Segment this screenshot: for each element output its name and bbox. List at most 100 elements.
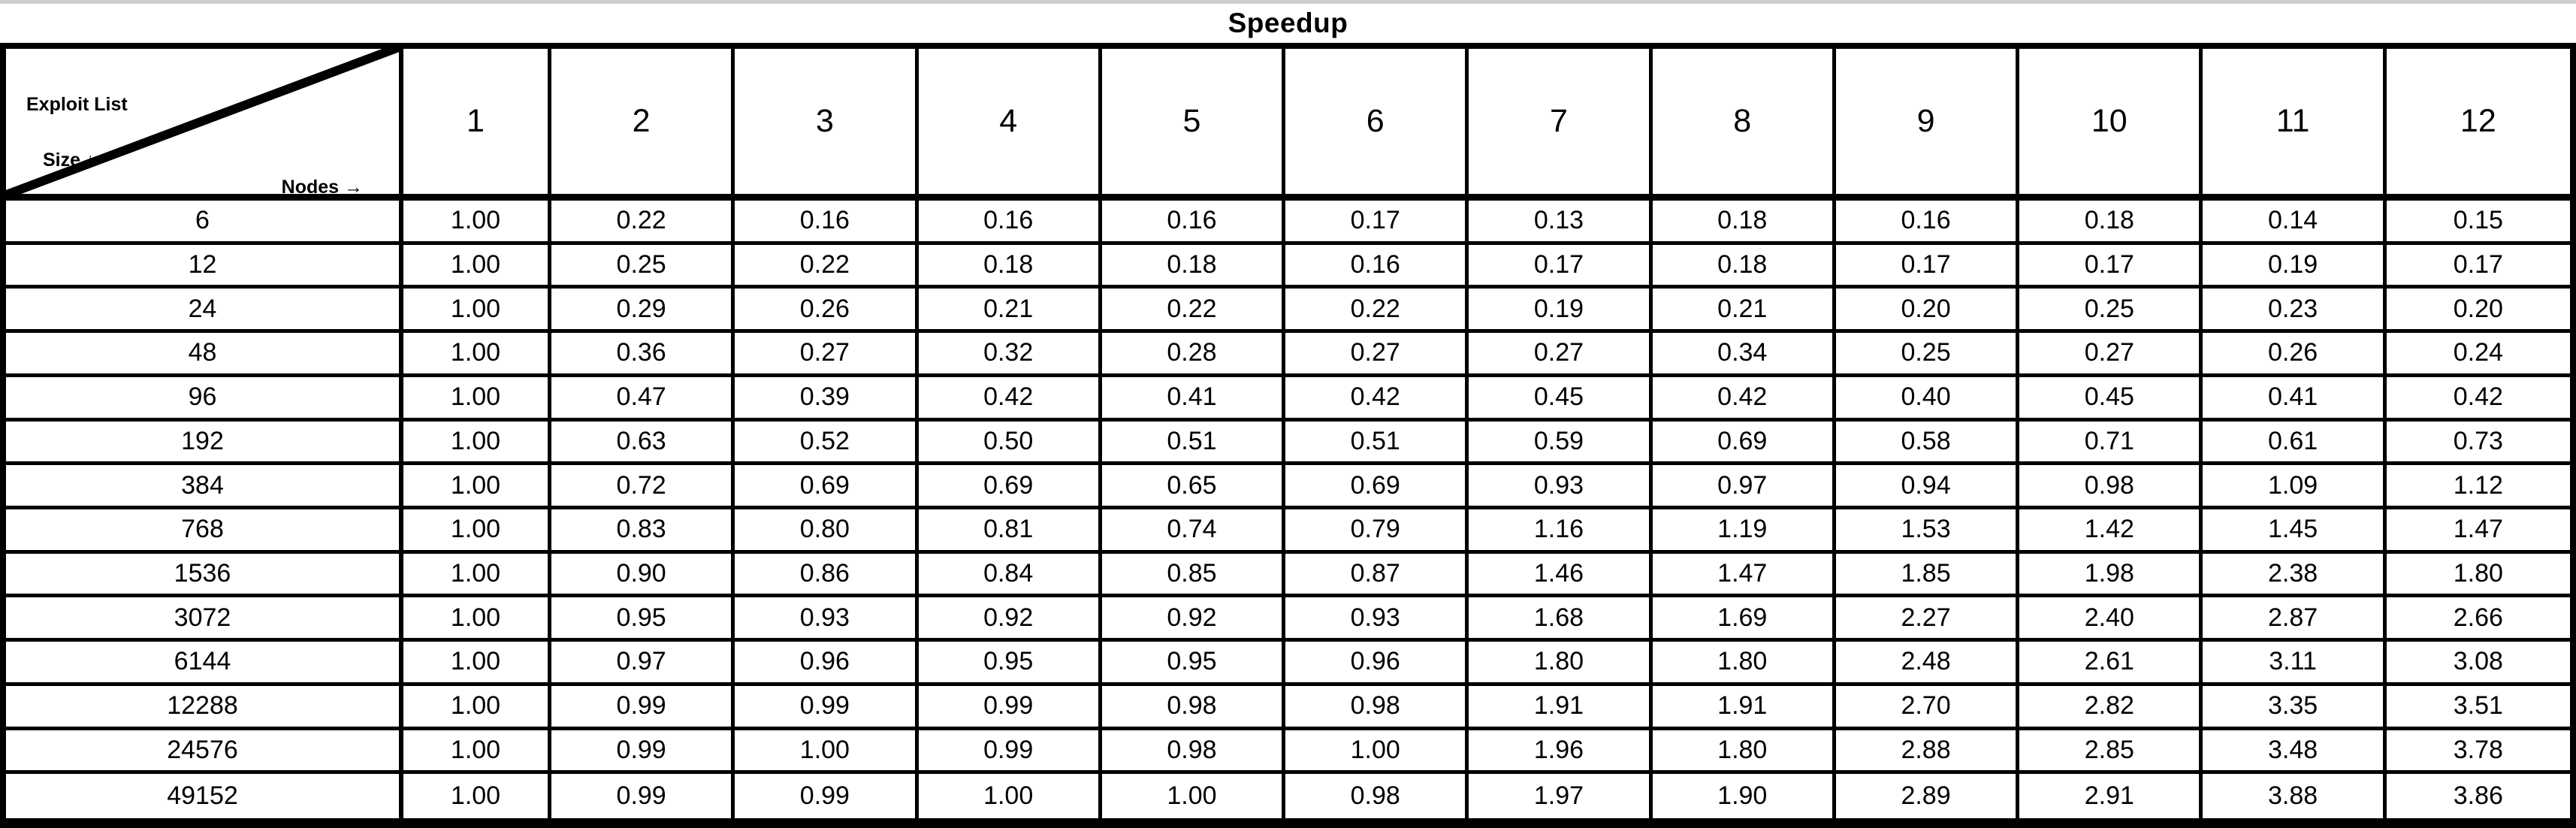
speedup-cell-192-n8: 0.69 [1652, 421, 1836, 466]
speedup-cell-24-n5: 0.22 [1101, 289, 1286, 334]
speedup-cell-24-n12: 0.20 [2386, 289, 2570, 334]
speedup-cell-12-n2: 0.25 [551, 244, 735, 289]
speedup-cell-96-n3: 0.39 [735, 376, 919, 422]
speedup-cell-384-n7: 0.93 [1469, 465, 1653, 509]
speedup-cell-3072-n6: 0.93 [1285, 597, 1469, 642]
speedup-cell-6-n10: 0.18 [2019, 201, 2203, 245]
speedup-cell-192-n1: 1.00 [403, 421, 551, 466]
speedup-cell-49152-n7: 1.97 [1469, 774, 1653, 818]
speedup-cell-3072-n12: 2.66 [2386, 597, 2570, 642]
speedup-cell-12-n7: 0.17 [1469, 244, 1653, 289]
row-label-size-3072: 3072 [6, 597, 403, 642]
speedup-cell-192-n5: 0.51 [1101, 421, 1286, 466]
speedup-cell-6-n5: 0.16 [1101, 201, 1286, 245]
speedup-cell-12-n5: 0.18 [1101, 244, 1286, 289]
speedup-cell-192-n12: 0.73 [2386, 421, 2570, 466]
speedup-cell-96-n4: 0.42 [918, 376, 1102, 422]
speedup-cell-48-n5: 0.28 [1101, 333, 1286, 377]
speedup-cell-96-n12: 0.42 [2386, 376, 2570, 422]
row-label-size-6144: 6144 [6, 642, 403, 686]
speedup-cell-24-n11: 0.23 [2203, 289, 2387, 334]
speedup-cell-24576-n10: 2.85 [2019, 730, 2203, 775]
speedup-cell-96-n11: 0.41 [2203, 376, 2387, 422]
speedup-cell-6144-n10: 2.61 [2019, 642, 2203, 686]
speedup-cell-384-n6: 0.69 [1285, 465, 1469, 509]
speedup-cell-6-n4: 0.16 [918, 201, 1102, 245]
speedup-cell-6-n7: 0.13 [1469, 201, 1653, 245]
row-label-size-12288: 12288 [6, 685, 403, 730]
speedup-cell-12288-n1: 1.00 [403, 685, 551, 730]
speedup-cell-48-n12: 0.24 [2386, 333, 2570, 377]
speedup-cell-12288-n8: 1.91 [1652, 685, 1836, 730]
speedup-cell-49152-n8: 1.90 [1652, 774, 1836, 818]
speedup-cell-3072-n8: 1.69 [1652, 597, 1836, 642]
speedup-cell-768-n7: 1.16 [1469, 509, 1653, 554]
column-header-nodes-3: 3 [735, 49, 919, 201]
speedup-cell-6144-n5: 0.95 [1101, 642, 1286, 686]
speedup-cell-6144-n2: 0.97 [551, 642, 735, 686]
speedup-cell-192-n2: 0.63 [551, 421, 735, 466]
speedup-cell-48-n3: 0.27 [735, 333, 919, 377]
row-label-size-24576: 24576 [6, 730, 403, 775]
row-label-size-192: 192 [6, 421, 403, 466]
speedup-cell-48-n1: 1.00 [403, 333, 551, 377]
speedup-cell-192-n4: 0.50 [918, 421, 1102, 466]
speedup-cell-24576-n12: 3.78 [2386, 730, 2570, 775]
speedup-cell-96-n9: 0.40 [1835, 376, 2020, 422]
speedup-cell-12-n1: 1.00 [403, 244, 551, 289]
speedup-cell-1536-n1: 1.00 [403, 553, 551, 598]
speedup-cell-384-n8: 0.97 [1652, 465, 1836, 509]
speedup-cell-1536-n11: 2.38 [2203, 553, 2387, 598]
speedup-cell-24576-n11: 3.48 [2203, 730, 2387, 775]
column-header-nodes-9: 9 [1835, 49, 2020, 201]
speedup-cell-384-n9: 0.94 [1835, 465, 2020, 509]
column-header-nodes-11: 11 [2203, 49, 2387, 201]
speedup-cell-6-n3: 0.16 [735, 201, 919, 245]
column-header-nodes-8: 8 [1652, 49, 1836, 201]
speedup-cell-24576-n6: 1.00 [1285, 730, 1469, 775]
speedup-cell-48-n2: 0.36 [551, 333, 735, 377]
speedup-cell-1536-n6: 0.87 [1285, 553, 1469, 598]
speedup-cell-48-n6: 0.27 [1285, 333, 1469, 377]
speedup-cell-768-n11: 1.45 [2203, 509, 2387, 554]
speedup-cell-192-n6: 0.51 [1285, 421, 1469, 466]
speedup-cell-12-n3: 0.22 [735, 244, 919, 289]
speedup-cell-384-n4: 0.69 [918, 465, 1102, 509]
speedup-cell-3072-n10: 2.40 [2019, 597, 2203, 642]
speedup-cell-48-n7: 0.27 [1469, 333, 1653, 377]
speedup-cell-384-n10: 0.98 [2019, 465, 2203, 509]
column-header-nodes-10: 10 [2019, 49, 2203, 201]
speedup-cell-192-n11: 0.61 [2203, 421, 2387, 466]
speedup-cell-12-n4: 0.18 [918, 244, 1102, 289]
speedup-cell-6144-n1: 1.00 [403, 642, 551, 686]
speedup-cell-24576-n9: 2.88 [1835, 730, 2020, 775]
speedup-cell-1536-n10: 1.98 [2019, 553, 2203, 598]
speedup-cell-12288-n10: 2.82 [2019, 685, 2203, 730]
speedup-cell-1536-n2: 0.90 [551, 553, 735, 598]
speedup-cell-96-n1: 1.00 [403, 376, 551, 422]
speedup-cell-12288-n9: 2.70 [1835, 685, 2020, 730]
speedup-cell-6144-n4: 0.95 [918, 642, 1102, 686]
speedup-cell-1536-n4: 0.84 [918, 553, 1102, 598]
speedup-cell-49152-n10: 2.91 [2019, 774, 2203, 818]
column-header-nodes-7: 7 [1469, 49, 1653, 201]
speedup-cell-12-n11: 0.19 [2203, 244, 2387, 289]
speedup-cell-768-n4: 0.81 [918, 509, 1102, 554]
speedup-cell-6-n12: 0.15 [2386, 201, 2570, 245]
row-label-size-6: 6 [6, 201, 403, 245]
row-label-size-12: 12 [6, 244, 403, 289]
speedup-cell-96-n2: 0.47 [551, 376, 735, 422]
column-header-nodes-6: 6 [1285, 49, 1469, 201]
speedup-cell-1536-n9: 1.85 [1835, 553, 2020, 598]
speedup-cell-3072-n9: 2.27 [1835, 597, 2020, 642]
diagonal-divider [6, 49, 399, 194]
speedup-cell-24-n4: 0.21 [918, 289, 1102, 334]
speedup-cell-48-n8: 0.34 [1652, 333, 1836, 377]
speedup-cell-192-n9: 0.58 [1835, 421, 2020, 466]
speedup-cell-192-n7: 0.59 [1469, 421, 1653, 466]
speedup-cell-12288-n12: 3.51 [2386, 685, 2570, 730]
speedup-cell-96-n10: 0.45 [2019, 376, 2203, 422]
speedup-cell-3072-n1: 1.00 [403, 597, 551, 642]
speedup-cell-12288-n11: 3.35 [2203, 685, 2387, 730]
